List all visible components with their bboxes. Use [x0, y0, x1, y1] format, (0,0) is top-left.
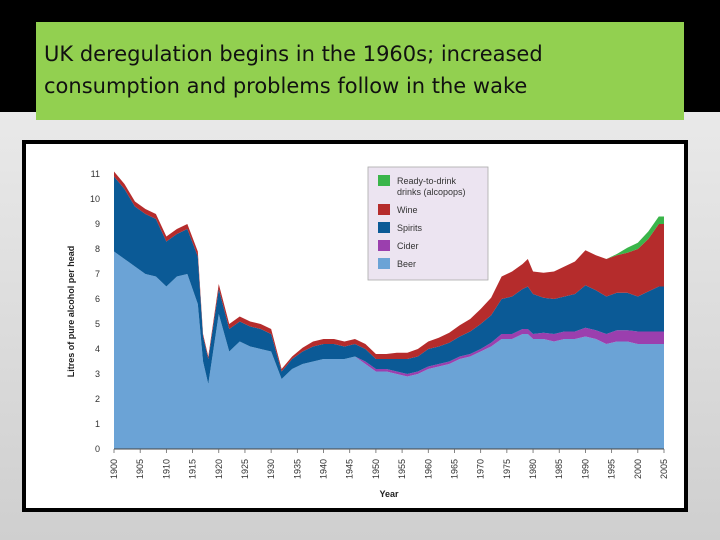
x-tick-label: 1940: [319, 459, 329, 479]
x-tick-label: 2005: [659, 459, 669, 479]
legend-label-cider: Cider: [397, 241, 419, 251]
y-tick-label: 9: [95, 219, 100, 229]
y-tick-label: 3: [95, 369, 100, 379]
legend-swatch-wine: [378, 204, 390, 215]
x-axis-label: Year: [379, 489, 399, 499]
legend-swatch-ready-to-drink-drinks-alcopops: [378, 175, 390, 186]
legend-swatch-cider: [378, 240, 390, 251]
x-tick-label: 1955: [397, 459, 407, 479]
x-tick-label: 1975: [502, 459, 512, 479]
y-tick-label: 8: [95, 244, 100, 254]
legend-label-beer: Beer: [397, 259, 416, 269]
y-tick-label: 5: [95, 319, 100, 329]
y-tick-label: 10: [90, 194, 100, 204]
y-axis-label: Litres of pure alcohol per head: [66, 246, 76, 378]
x-tick-label: 1970: [476, 459, 486, 479]
area-series-spirits: [114, 176, 664, 384]
x-tick-label: 1925: [240, 459, 250, 479]
area-series-wine: [114, 171, 664, 372]
x-tick-label: 1920: [214, 459, 224, 479]
x-tick-label: 2000: [633, 459, 643, 479]
x-tick-label: 1900: [109, 459, 119, 479]
legend-swatch-beer: [378, 258, 390, 269]
x-tick-label: 1990: [580, 459, 590, 479]
x-tick-label: 1915: [188, 459, 198, 479]
slide-title-line1: UK deregulation begins in the 1960s; inc…: [44, 42, 543, 66]
y-tick-label: 7: [95, 269, 100, 279]
slide-title: UK deregulation begins in the 1960s; inc…: [36, 22, 684, 120]
x-tick-label: 1910: [161, 459, 171, 479]
x-tick-label: 1930: [266, 459, 276, 479]
legend-label-wine: Wine: [397, 205, 418, 215]
slide-title-line2: consumption and problems follow in the w…: [44, 74, 528, 98]
legend-swatch-spirits: [378, 222, 390, 233]
x-tick-label: 1980: [528, 459, 538, 479]
legend-label-spirits: Spirits: [397, 223, 423, 233]
x-tick-label: 1950: [371, 459, 381, 479]
x-tick-label: 1985: [554, 459, 564, 479]
x-tick-label: 1905: [135, 459, 145, 479]
stacked-area-chart: 0 1 2 3 4 5 6 7 8 9 10 11 1900 1905 1910 1915 1920 1925 19…: [66, 166, 669, 499]
chart-frame: 0 1 2 3 4 5 6 7 8 9 10 11 1900 1905 1910 1915 1920 1925 19…: [22, 140, 688, 512]
y-tick-label: 11: [91, 169, 100, 179]
y-tick-label: 1: [95, 419, 100, 429]
chart-panel: 0 1 2 3 4 5 6 7 8 9 10 11 1900 1905 1910 1915 1920 1925 19…: [26, 144, 684, 508]
area-series-beer: [114, 251, 664, 449]
legend-label-ready-to-drink-drinks-alcopops: drinks (alcopops): [397, 187, 466, 197]
x-tick-label: 1960: [423, 459, 433, 479]
x-tick-label: 1995: [607, 459, 617, 479]
x-tick-label: 1935: [292, 459, 302, 479]
legend-label-ready-to-drink-drinks-alcopops: Ready-to-drink: [397, 176, 457, 186]
x-tick-label: 1945: [345, 459, 355, 479]
x-tick-label: 1965: [449, 459, 459, 479]
y-tick-label: 2: [95, 394, 100, 404]
y-tick-label: 0: [95, 444, 100, 454]
y-tick-label: 6: [95, 294, 100, 304]
y-tick-label: 4: [95, 344, 100, 354]
